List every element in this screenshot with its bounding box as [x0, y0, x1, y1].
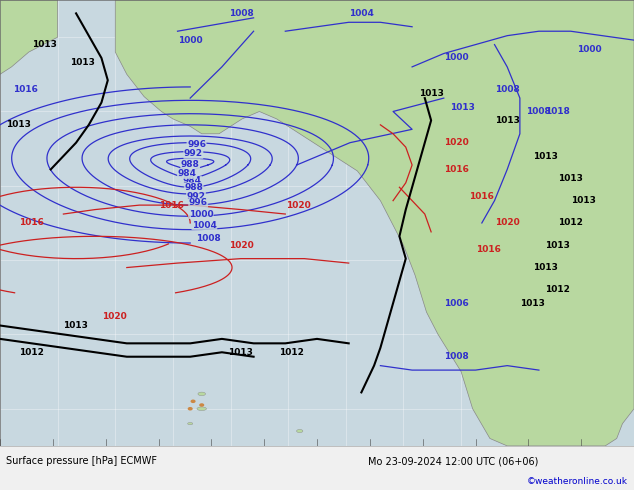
Text: 1013: 1013	[533, 151, 558, 161]
Text: 1013: 1013	[533, 263, 558, 272]
Text: 1013: 1013	[32, 40, 56, 49]
Text: Mo 23-09-2024 12:00 UTC (06+06): Mo 23-09-2024 12:00 UTC (06+06)	[368, 456, 538, 466]
Text: 100°W: 100°W	[462, 455, 489, 464]
Text: 140°W: 140°W	[250, 455, 278, 464]
Text: 1013: 1013	[495, 116, 520, 125]
Text: 1013: 1013	[450, 102, 476, 112]
Text: 1016: 1016	[158, 200, 184, 210]
Text: 1013: 1013	[558, 174, 583, 183]
Text: 110°W: 110°W	[409, 455, 437, 464]
Text: 1013: 1013	[6, 121, 31, 129]
Text: 1000: 1000	[444, 53, 469, 62]
Text: 1000: 1000	[178, 36, 202, 45]
Text: 90°W: 90°W	[517, 455, 540, 464]
Text: 1008: 1008	[495, 85, 520, 94]
Text: 1013: 1013	[545, 241, 571, 250]
Ellipse shape	[297, 429, 303, 433]
Text: 1012: 1012	[19, 348, 44, 357]
Text: 1013: 1013	[228, 348, 254, 357]
Text: 1013: 1013	[70, 58, 95, 67]
Circle shape	[199, 403, 204, 407]
Text: 1004: 1004	[349, 9, 374, 18]
Text: 170°W: 170°W	[92, 455, 120, 464]
Text: 1013: 1013	[418, 89, 444, 98]
Text: 1020: 1020	[444, 138, 469, 147]
Text: 1012: 1012	[279, 348, 304, 357]
Text: 1012: 1012	[558, 219, 583, 227]
Text: 988: 988	[181, 160, 200, 169]
Text: 1016: 1016	[469, 192, 495, 201]
Text: 996: 996	[187, 141, 206, 149]
Text: Surface pressure [hPa] ECMWF: Surface pressure [hPa] ECMWF	[6, 456, 157, 466]
Text: 1018: 1018	[545, 107, 571, 116]
Text: 120°W: 120°W	[356, 455, 384, 464]
Polygon shape	[0, 0, 58, 171]
Text: 1020: 1020	[228, 241, 254, 250]
Text: 1004: 1004	[192, 220, 217, 230]
Text: 1013: 1013	[571, 196, 596, 205]
Text: 1013: 1013	[520, 299, 545, 308]
Text: 1016: 1016	[19, 219, 44, 227]
Text: 1000: 1000	[188, 210, 213, 219]
Text: 1020: 1020	[495, 219, 520, 227]
Text: 150°W: 150°W	[197, 455, 225, 464]
Text: 1012: 1012	[545, 285, 571, 294]
Ellipse shape	[197, 407, 207, 411]
Ellipse shape	[188, 422, 193, 425]
Text: ©weatheronline.co.uk: ©weatheronline.co.uk	[527, 477, 628, 486]
Text: 1006: 1006	[444, 299, 469, 308]
Text: 180: 180	[44, 455, 61, 464]
Text: 1008: 1008	[444, 352, 469, 361]
Text: 1008: 1008	[526, 107, 551, 116]
Text: 130°W: 130°W	[303, 455, 331, 464]
Text: 988: 988	[184, 183, 203, 192]
Circle shape	[191, 399, 196, 403]
Circle shape	[188, 407, 193, 411]
Text: 1008: 1008	[228, 9, 254, 18]
Text: 1020: 1020	[101, 312, 127, 321]
Text: 984: 984	[183, 176, 202, 185]
Text: 1013: 1013	[63, 321, 88, 330]
Text: 80°W: 80°W	[570, 455, 593, 464]
Text: 1016: 1016	[476, 245, 501, 254]
Text: 1016: 1016	[13, 85, 37, 94]
Ellipse shape	[198, 392, 205, 395]
Text: 1000: 1000	[578, 45, 602, 53]
Text: 992: 992	[184, 149, 203, 158]
Text: 996: 996	[189, 198, 208, 207]
Text: 160°W: 160°W	[145, 455, 172, 464]
Polygon shape	[115, 0, 634, 446]
Text: 170°E: 170°E	[0, 455, 13, 464]
Text: 1016: 1016	[444, 165, 469, 174]
Text: 992: 992	[186, 192, 205, 201]
Text: 1008: 1008	[195, 234, 221, 243]
Text: 984: 984	[178, 170, 197, 178]
Text: 1020: 1020	[285, 200, 311, 210]
